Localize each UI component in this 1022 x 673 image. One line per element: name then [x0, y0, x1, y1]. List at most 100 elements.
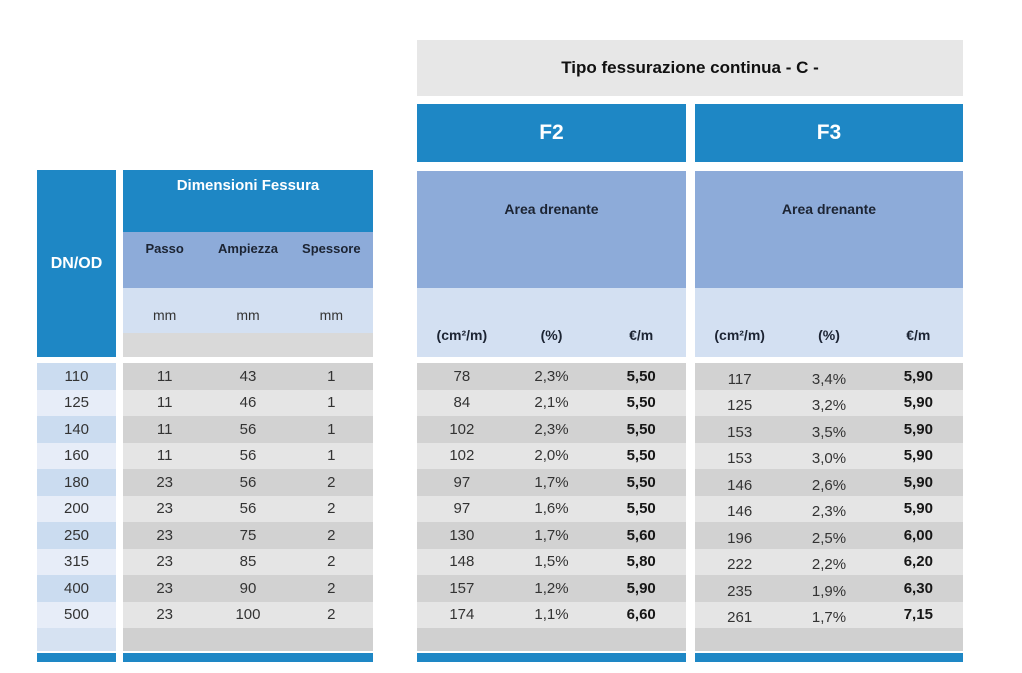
f3-area-value: 117 [727, 370, 752, 388]
dnod-bottom-bar [37, 653, 116, 662]
dnod-header-cell: DN/OD [37, 170, 116, 357]
f3-percent-value: 3,0% [811, 450, 847, 468]
table-row: 261 1,7% 7,15 [695, 601, 963, 628]
f3-percent-value: 3,5% [811, 423, 847, 441]
f3-percent-unit-label: (%) [818, 327, 840, 343]
empty-row [123, 628, 373, 651]
f2-percent-value: 1,1% [534, 606, 569, 624]
f2-units-row: (cm²/m) (%) €/m [417, 288, 686, 357]
table-row: 11 46 1 [123, 389, 373, 416]
f3-percent-value: 1,7% [811, 609, 847, 627]
ampiezza-unit-label: mm [236, 306, 260, 323]
f3-area-value: 146 [727, 503, 753, 521]
f2-percent-value: 1,2% [534, 579, 569, 597]
f3-percent-value: 3,2% [811, 397, 847, 415]
spessore-column-header: Spessore [302, 241, 361, 256]
f3-price-value: 5,90 [903, 447, 933, 465]
f3-data-rows: 117 3,4% 5,90 125 3,2% 5,90 153 3,5% 5,90 153 3,0%… [695, 363, 963, 651]
f2-area-value: 148 [449, 553, 475, 571]
dn-value: 110 [64, 367, 89, 385]
f3-column-header: F3 [695, 104, 963, 162]
f2-percent-value: 2,3% [534, 420, 569, 438]
f3-area-value: 235 [727, 582, 753, 600]
passo-value: 23 [156, 526, 173, 544]
f3-area-value: 222 [727, 556, 753, 574]
f3-percent-value: 3,4% [811, 370, 847, 388]
table-row: 125 [37, 389, 116, 416]
f2-percent-unit-label: (%) [540, 327, 563, 343]
f3-price-value: 6,00 [903, 526, 933, 544]
f2-area-drenante-header: Area drenante [417, 171, 686, 288]
passo-value: 11 [156, 420, 173, 438]
f2-price-value: 5,50 [626, 473, 656, 491]
dn-value: 200 [63, 500, 90, 518]
spessore-value: 2 [327, 553, 336, 571]
table-row: 102 2,3% 5,50 [417, 416, 686, 443]
f3-price-value: 5,90 [903, 473, 933, 491]
table-row: 130 1,7% 5,60 [417, 522, 686, 549]
f3-percent-value: 1,9% [811, 582, 847, 600]
table-row: 23 75 2 [123, 522, 373, 549]
dn-value: 140 [63, 420, 90, 438]
f2-bottom-bar [417, 653, 686, 662]
dimensioni-bottom-bar [123, 653, 373, 662]
f2-area-value: 78 [453, 367, 471, 385]
f3-percent-value: 2,5% [811, 529, 847, 547]
ampiezza-value: 46 [239, 394, 257, 412]
spessore-value: 1 [327, 394, 336, 412]
f3-area-value: 261 [727, 609, 753, 627]
f2-price-value: 6,60 [626, 606, 656, 624]
table-row: 23 100 2 [123, 601, 373, 628]
dimensioni-spacer-strip [123, 333, 373, 357]
f3-units-row: (cm²/m) (%) €/m [695, 288, 963, 357]
passo-value: 11 [156, 394, 173, 412]
table-row: 140 [37, 416, 116, 443]
dn-value: 500 [63, 606, 90, 624]
f2-price-value: 5,50 [626, 367, 656, 385]
f2-percent-value: 1,5% [534, 553, 569, 571]
table-row: 84 2,1% 5,50 [417, 389, 686, 416]
spessore-value: 1 [327, 367, 336, 385]
ampiezza-value: 75 [239, 526, 257, 544]
table-row: 180 [37, 469, 116, 496]
table-row: 196 2,5% 6,00 [695, 522, 963, 549]
f3-price-value: 5,90 [903, 420, 933, 438]
table-row: 174 1,1% 6,60 [417, 601, 686, 628]
ampiezza-value: 43 [239, 367, 257, 385]
f2-area-value: 174 [449, 606, 475, 624]
f3-euro-unit-label: €/m [906, 327, 931, 343]
dn-value: 160 [63, 447, 90, 465]
table-row: 160 [37, 442, 116, 469]
dimensioni-fessura-header: Dimensioni Fessura [123, 170, 373, 232]
ampiezza-value: 100 [235, 606, 261, 624]
passo-value: 11 [156, 447, 173, 465]
spessore-value: 2 [327, 473, 336, 491]
f2-percent-value: 1,6% [534, 500, 569, 518]
f2-data-rows: 78 2,3% 5,50 84 2,1% 5,50 102 2,3% 5,50 102 2,0% 5,… [417, 363, 686, 651]
ampiezza-value: 85 [239, 553, 257, 571]
table-row: 200 [37, 495, 116, 522]
ampiezza-column-header: Ampiezza [218, 241, 278, 256]
table-row: 148 1,5% 5,80 [417, 548, 686, 575]
f2-percent-value: 2,0% [534, 447, 569, 465]
table-row: 23 85 2 [123, 548, 373, 575]
ampiezza-value: 56 [239, 447, 257, 465]
table-row: 315 [37, 548, 116, 575]
dimensioni-units-row: mm mm mm [123, 288, 373, 333]
f3-area-value: 153 [727, 423, 753, 441]
passo-value: 23 [156, 579, 173, 597]
table-row: 11 43 1 [123, 363, 373, 390]
f3-percent-value: 2,2% [811, 556, 847, 574]
f2-price-value: 5,50 [626, 420, 656, 438]
passo-value: 23 [156, 473, 173, 491]
f2-area-value: 84 [453, 394, 471, 412]
table-row: 222 2,2% 6,20 [695, 548, 963, 575]
f2-price-value: 5,80 [626, 553, 656, 571]
f3-area-value: 146 [727, 476, 753, 494]
f2-area-value: 97 [453, 473, 471, 491]
table-row: 146 2,6% 5,90 [695, 469, 963, 496]
passo-value: 23 [156, 500, 173, 518]
table-row: 11 56 1 [123, 442, 373, 469]
table-row: 146 2,3% 5,90 [695, 495, 963, 522]
passo-unit-label: mm [153, 306, 177, 323]
